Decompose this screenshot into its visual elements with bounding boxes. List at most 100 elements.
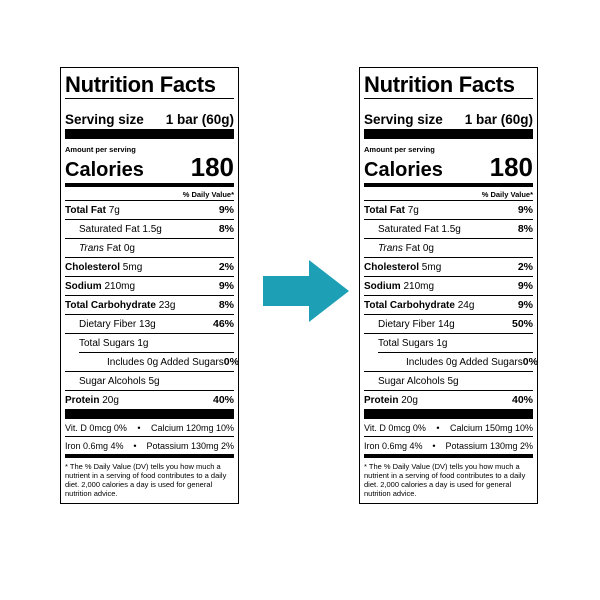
daily-value-header: % Daily Value*	[182, 190, 234, 199]
nutrient-name: Total Carbohydrate	[65, 299, 156, 311]
cholesterol-row: Cholesterol 5mg 2%	[65, 257, 234, 276]
nutrient-amount: 7g	[108, 204, 120, 216]
serving-size-value: 1 bar (60g)	[165, 112, 234, 127]
sugar-alcohols-row: Sugar Alcohols 5g	[65, 371, 234, 390]
nutrient-name: Fat 0g	[402, 242, 434, 254]
nutrient-name: Includes 0g Added Sugars	[107, 356, 224, 368]
calories-value: 180	[190, 152, 234, 182]
nutrient-amount: 24g	[457, 299, 475, 311]
medium-divider	[65, 183, 234, 187]
bullet-separator: •	[432, 440, 436, 451]
daily-value: 0%	[522, 356, 538, 368]
total-sugars-row: Total Sugars 1g	[65, 333, 234, 352]
arrow-shape	[263, 260, 349, 322]
nutrition-facts-label-left: Nutrition Facts Serving size 1 bar (60g)…	[60, 67, 239, 504]
serving-size-row: Serving size 1 bar (60g)	[65, 111, 234, 129]
thick-divider	[364, 129, 533, 139]
divider	[364, 98, 533, 99]
serving-size-label: Serving size	[65, 112, 144, 127]
daily-value: 8%	[517, 223, 533, 235]
footnote: * The % Daily Value (DV) tells you how m…	[65, 462, 227, 498]
nutrient-name: Protein	[65, 394, 100, 406]
amount-per-serving: Amount per serving	[364, 145, 435, 154]
saturated-fat-row: Saturated Fat 1.5g 8%	[364, 219, 533, 238]
daily-value: 8%	[218, 223, 234, 235]
divider	[65, 98, 234, 99]
daily-value: 9%	[218, 204, 234, 216]
footnote: * The % Daily Value (DV) tells you how m…	[364, 462, 526, 498]
nutrient-name: Sodium	[364, 280, 401, 292]
nutrient-name: Saturated Fat 1.5g	[79, 223, 162, 235]
nutrition-facts-label-right: Nutrition Facts Serving size 1 bar (60g)…	[359, 67, 538, 504]
serving-size-value: 1 bar (60g)	[464, 112, 533, 127]
serving-size-row: Serving size 1 bar (60g)	[364, 111, 533, 129]
nutrient-amount: 23g	[158, 299, 176, 311]
thick-divider	[65, 409, 234, 419]
daily-value-header: % Daily Value*	[481, 190, 533, 199]
protein-row: Protein 20g 40%	[364, 390, 533, 409]
total-carbohydrate-row: Total Carbohydrate 23g 8%	[65, 295, 234, 314]
bullet-separator: •	[436, 422, 440, 433]
dietary-fiber-row: Dietary Fiber 14g 50%	[364, 314, 533, 333]
calcium: Calcium 150mg 10%	[449, 422, 533, 433]
label-title: Nutrition Facts	[65, 72, 216, 97]
label-title: Nutrition Facts	[364, 72, 515, 97]
vitamins-row: Vit. D 0mcg 0% • Calcium 120mg 10%	[65, 419, 234, 436]
sodium-row: Sodium 210mg 9%	[364, 276, 533, 295]
minerals-row: Iron 0.6mg 4% • Potassium 130mg 2%	[65, 436, 234, 454]
medium-divider	[364, 454, 533, 458]
potassium: Potassium 130mg 2%	[445, 440, 533, 451]
total-sugars-row: Total Sugars 1g	[364, 333, 533, 352]
nutrient-name: Saturated Fat 1.5g	[378, 223, 461, 235]
nutrient-name: Fat 0g	[103, 242, 135, 254]
calcium: Calcium 120mg 10%	[150, 422, 234, 433]
trans-italic: Trans	[378, 242, 403, 254]
total-fat-row: Total Fat 7g 9%	[364, 200, 533, 219]
amount-per-serving: Amount per serving	[65, 145, 136, 154]
medium-divider	[364, 183, 533, 187]
trans-italic: Trans	[79, 242, 104, 254]
nutrient-name: Dietary Fiber 13g	[79, 318, 156, 330]
calories-label: Calories	[364, 159, 443, 181]
vitamins-row: Vit. D 0mcg 0% • Calcium 150mg 10%	[364, 419, 533, 436]
nutrient-amount: 20g	[401, 394, 418, 406]
bullet-separator: •	[133, 440, 137, 451]
medium-divider	[65, 454, 234, 458]
bullet-separator: •	[137, 422, 141, 433]
iron: Iron 0.6mg 4%	[65, 440, 124, 451]
daily-value: 40%	[212, 394, 234, 406]
nutrient-name: Total Fat	[364, 204, 405, 216]
nutrient-amount: 5mg	[122, 261, 143, 273]
daily-value: 9%	[517, 280, 533, 292]
added-sugars-row: Includes 0g Added Sugars 0%	[378, 352, 538, 371]
trans-fat-row: Trans Fat 0g	[364, 238, 533, 257]
daily-value: 50%	[511, 318, 533, 330]
serving-size-label: Serving size	[364, 112, 443, 127]
nutrient-name: Total Sugars 1g	[378, 337, 448, 349]
nutrient-amount: 7g	[407, 204, 419, 216]
calories-label: Calories	[65, 159, 144, 181]
calories-row: Calories 180	[65, 154, 234, 183]
vitamin-d: Vit. D 0mcg 0%	[364, 422, 426, 433]
added-sugars-row: Includes 0g Added Sugars 0%	[79, 352, 239, 371]
total-fat-row: Total Fat 7g 9%	[65, 200, 234, 219]
nutrient-name: Total Fat	[65, 204, 106, 216]
daily-value: 9%	[517, 204, 533, 216]
daily-value: 9%	[218, 280, 234, 292]
nutrient-name: Dietary Fiber 14g	[378, 318, 455, 330]
nutrient-name: Sugar Alcohols 5g	[378, 375, 459, 387]
iron: Iron 0.6mg 4%	[364, 440, 423, 451]
right-arrow-icon	[263, 260, 349, 322]
protein-row: Protein 20g 40%	[65, 390, 234, 409]
sugar-alcohols-row: Sugar Alcohols 5g	[364, 371, 533, 390]
nutrient-name: Sodium	[65, 280, 102, 292]
nutrient-name: Sugar Alcohols 5g	[79, 375, 160, 387]
sodium-row: Sodium 210mg 9%	[65, 276, 234, 295]
nutrient-name: Total Carbohydrate	[364, 299, 455, 311]
trans-fat-row: Trans Fat 0g	[65, 238, 234, 257]
potassium: Potassium 130mg 2%	[146, 440, 234, 451]
nutrient-amount: 20g	[102, 394, 119, 406]
thick-divider	[364, 409, 533, 419]
thick-divider	[65, 129, 234, 139]
nutrient-name: Protein	[364, 394, 399, 406]
